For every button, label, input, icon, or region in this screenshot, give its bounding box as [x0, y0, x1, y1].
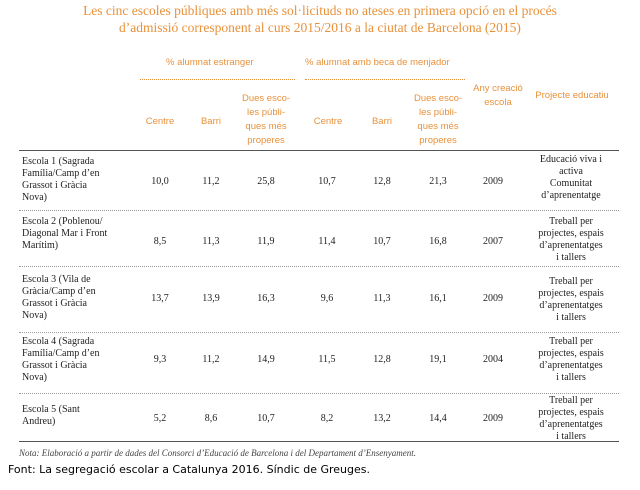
cell-any-creacio: 2009 — [483, 293, 503, 304]
title-line-1: Les cinc escoles públiques amb més sol·l… — [83, 3, 557, 18]
school-name: Escola 2 (Poblenou/Diagonal Mar i Front M… — [22, 216, 108, 251]
cell-barri-beca: 12,8 — [373, 354, 391, 365]
cell-projecte: Treball per projectes, espais d’aprenentat… — [538, 395, 604, 442]
cell-centre-beca: 9,6 — [320, 293, 334, 304]
cell-centre-beca: 11,4 — [318, 236, 336, 247]
col-header-barri: Barri — [200, 116, 222, 127]
cell-dues-escoles-beca: 16,1 — [429, 293, 447, 304]
group-header-estranger: % alumnat estranger — [166, 57, 254, 68]
cell-any-creacio: 2009 — [483, 176, 503, 187]
table-note: Nota: Elaboració a partir de dades del C… — [19, 448, 417, 458]
cell-centre: 13,7 — [151, 293, 169, 304]
cell-barri: 11,2 — [202, 354, 220, 365]
row-divider — [19, 210, 619, 211]
cell-projecte: Treball per projectes, espais d’aprenentat… — [538, 216, 604, 263]
cell-barri-beca: 13,2 — [373, 413, 391, 424]
cell-centre: 5,2 — [153, 413, 167, 424]
cell-projecte: Educació viva i activa Comunitat d’aprenent… — [539, 154, 603, 201]
row-divider — [19, 266, 619, 267]
cell-centre: 10,0 — [151, 176, 169, 187]
source-caption: Font: La segregació escolar a Catalunya … — [8, 463, 371, 476]
cell-centre-beca: 8,2 — [320, 413, 334, 424]
school-name: Escola 5 (Sant Andreu) — [22, 404, 80, 427]
cell-centre-beca: 11,5 — [318, 354, 336, 365]
row-divider — [19, 332, 619, 333]
cell-centre: 9,3 — [153, 354, 167, 365]
cell-dues-escoles-beca: 14,4 — [429, 413, 447, 424]
cell-barri: 13,9 — [202, 293, 220, 304]
cell-barri: 11,2 — [202, 176, 220, 187]
bottom-rule — [19, 441, 619, 442]
cell-any-creacio: 2009 — [483, 413, 503, 424]
school-name: Escola 3 (Vila de Gràcia/Camp d’en Grassot… — [22, 274, 96, 321]
col-header-centre-beca: Centre — [313, 116, 343, 127]
table-title: Les cinc escoles públiques amb més sol·l… — [0, 2, 640, 36]
col-header-any-creacio: Any creació escola — [473, 83, 523, 108]
col-header-barri-beca: Barri — [371, 116, 393, 127]
cell-any-creacio: 2007 — [483, 236, 503, 247]
cell-barri: 11,3 — [202, 236, 220, 247]
cell-dues-escoles: 25,8 — [257, 176, 275, 187]
cell-centre-beca: 10,7 — [318, 176, 336, 187]
cell-dues-escoles-beca: 16,8 — [429, 236, 447, 247]
cell-projecte: Treball per projectes, espais d’aprenentat… — [538, 276, 604, 323]
cell-dues-escoles-beca: 19,1 — [429, 354, 447, 365]
cell-dues-escoles: 10,7 — [257, 413, 275, 424]
title-line-2: d’admissió corresponent al curs 2015/201… — [119, 20, 521, 35]
col-header-projecte: Projecte educatiu — [535, 90, 609, 101]
group-header-beca: % alumnat amb beca de menjador — [305, 57, 450, 68]
group-underline-estranger — [140, 79, 295, 80]
cell-dues-escoles: 14,9 — [257, 354, 275, 365]
cell-any-creacio: 2004 — [483, 354, 503, 365]
cell-projecte: Treball per projectes, espais d’aprenentat… — [538, 336, 604, 383]
header-rule — [19, 150, 619, 151]
school-name: Escola 4 (Sagrada Família/Camp d’en Grasso… — [22, 336, 100, 383]
col-header-dues-escoles-beca: Dues esco- les públi- ques més properes — [413, 93, 463, 146]
group-underline-beca — [305, 79, 465, 80]
cell-centre: 8,5 — [153, 236, 167, 247]
cell-dues-escoles: 16,3 — [257, 293, 275, 304]
cell-barri-beca: 12,8 — [373, 176, 391, 187]
cell-barri: 8,6 — [204, 413, 218, 424]
cell-barri-beca: 11,3 — [373, 293, 391, 304]
col-header-dues-escoles: Dues esco- les públi- ques més properes — [241, 93, 291, 146]
school-name: Escola 1 (Sagrada Família/Camp d’en Grasso… — [22, 156, 100, 203]
cell-barri-beca: 10,7 — [373, 236, 391, 247]
row-divider — [19, 393, 619, 394]
cell-dues-escoles: 11,9 — [257, 236, 275, 247]
col-header-centre: Centre — [145, 116, 175, 127]
cell-dues-escoles-beca: 21,3 — [429, 176, 447, 187]
